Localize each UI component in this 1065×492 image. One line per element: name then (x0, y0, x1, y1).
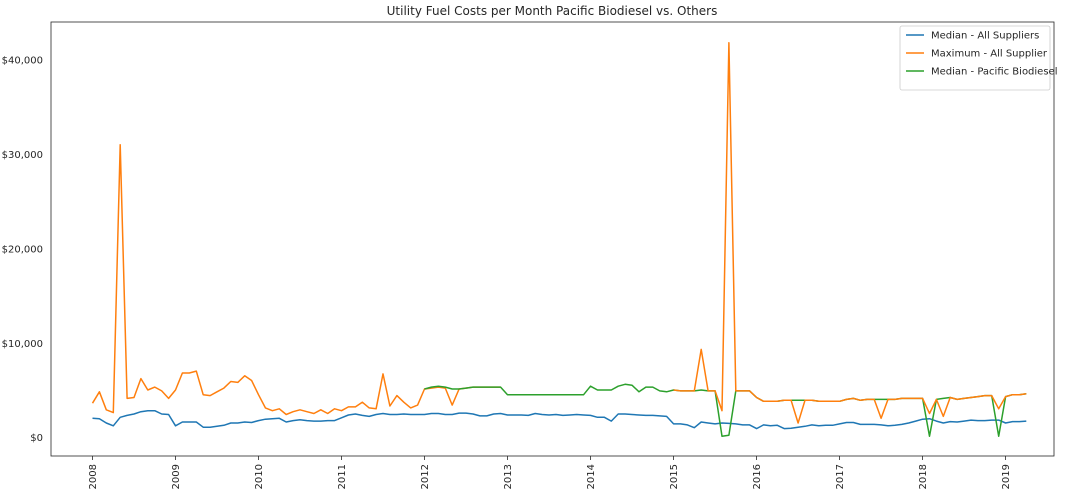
chart-title: Utility Fuel Costs per Month Pacific Bio… (387, 4, 718, 18)
x-tick-label: 2010 (254, 464, 265, 489)
y-tick-label: $40,000 (2, 56, 43, 67)
y-tick-label: $30,000 (2, 150, 43, 161)
x-tick-label: 2012 (420, 464, 431, 489)
series-line-3 (673, 42, 1027, 424)
x-tick-label: 2016 (752, 464, 763, 489)
plot-area-frame (50, 21, 1055, 457)
x-tick-label: 2011 (337, 464, 348, 489)
x-axis: 2008 2009 2010 2011 2012 2013 2014 2015 2016 2017… (88, 456, 1012, 489)
y-tick-label: $10,000 (2, 339, 43, 350)
x-tick-label: 2009 (171, 464, 182, 489)
x-tick-label: 2019 (1001, 464, 1012, 489)
series-line-1 (91, 143, 501, 416)
legend-box (899, 25, 1051, 91)
legend: Median - All Suppliers Maximum - All Supp… (899, 25, 1057, 91)
series-line-0 (92, 409, 1027, 430)
y-tick-label: $0 (30, 433, 43, 444)
x-tick-label: 2017 (835, 464, 846, 489)
series-line-2 (424, 383, 1027, 437)
legend-label: Median - Pacific Biodiesel (931, 67, 1057, 78)
y-axis: $0 $10,000 $20,000 $30,000 $40,000 (2, 56, 43, 444)
x-tick-label: 2013 (503, 464, 514, 489)
x-tick-label: 2008 (88, 464, 99, 489)
x-tick-label: 2014 (586, 464, 597, 489)
legend-label: Median - All Suppliers (931, 31, 1039, 42)
x-tick-label: 2018 (918, 464, 929, 489)
legend-label: Maximum - All Supplier (931, 49, 1048, 60)
y-tick-label: $20,000 (2, 244, 43, 255)
series-lines (91, 42, 1027, 437)
x-tick-label: 2015 (669, 464, 680, 489)
